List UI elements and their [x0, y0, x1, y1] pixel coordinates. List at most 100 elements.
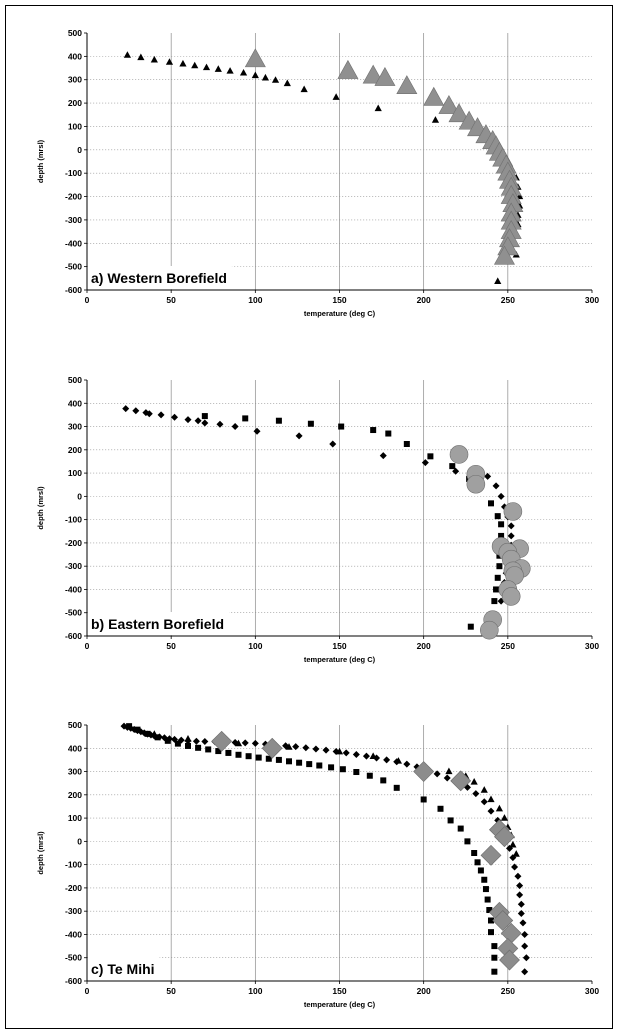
data-point-diamond — [251, 739, 259, 747]
y-tick-label: -200 — [65, 883, 82, 893]
data-point-square — [464, 838, 471, 845]
x-tick-label: 250 — [501, 986, 515, 996]
data-point-square — [328, 764, 335, 771]
data-point-diamond — [201, 419, 209, 427]
y-tick-label: -100 — [65, 515, 82, 525]
data-point-diamond — [379, 452, 387, 460]
data-point-circle — [480, 620, 499, 640]
data-point-triangle — [300, 85, 308, 93]
y-tick-label: -200 — [65, 538, 82, 548]
data-point-diamond — [507, 532, 515, 540]
y-tick-label: -400 — [65, 929, 82, 939]
data-point-triangle — [335, 747, 344, 755]
data-point-diamond — [492, 910, 514, 931]
data-point-diamond — [184, 416, 192, 424]
x-tick-label: 100 — [248, 641, 262, 651]
x-tick-label: 300 — [585, 986, 599, 996]
data-point-diamond — [352, 751, 360, 759]
data-point-square — [481, 876, 488, 883]
data-point-triangle — [179, 59, 187, 67]
y-axis-label: depth (mrsl) — [36, 486, 45, 530]
data-point-triangle — [285, 743, 293, 750]
data-point-square — [154, 734, 161, 741]
data-point-square — [484, 896, 491, 903]
y-tick-label: -600 — [65, 285, 82, 295]
data-point-square — [477, 867, 484, 874]
data-point-triangle — [226, 67, 234, 74]
data-point-triangle — [374, 66, 396, 86]
data-point-triangle — [137, 53, 145, 61]
data-point-triangle — [394, 757, 403, 764]
x-tick-label: 250 — [501, 295, 515, 305]
data-point-triangle — [337, 59, 359, 79]
data-point-triangle — [509, 840, 517, 848]
data-point-square — [385, 430, 392, 437]
data-point-square — [494, 574, 501, 581]
data-point-triangle — [494, 277, 502, 284]
data-point-square — [491, 943, 498, 950]
data-point-square — [245, 753, 252, 760]
y-tick-label: 300 — [68, 75, 82, 85]
x-tick-label: 100 — [248, 295, 262, 305]
data-point-triangle — [332, 93, 340, 100]
y-tick-label: 500 — [68, 375, 82, 385]
y-tick-label: -500 — [65, 953, 82, 963]
x-tick-label: 150 — [332, 641, 346, 651]
y-tick-label: -200 — [65, 192, 82, 202]
y-tick-label: 100 — [68, 121, 82, 131]
data-point-square — [488, 917, 494, 924]
data-point-square — [494, 513, 501, 520]
data-point-square — [420, 796, 427, 803]
data-point-square — [498, 532, 505, 539]
data-point-diamond — [413, 761, 435, 782]
data-point-square — [437, 805, 444, 812]
data-point-circle — [466, 474, 486, 494]
x-tick-label: 50 — [166, 641, 176, 651]
data-point-square — [471, 850, 478, 856]
x-tick-label: 50 — [166, 986, 176, 996]
data-point-square — [353, 769, 360, 776]
data-point-square — [491, 968, 498, 975]
x-tick-label: 250 — [501, 641, 515, 651]
series-3 — [126, 723, 498, 975]
y-tick-label: 0 — [77, 491, 82, 501]
y-tick-label: -400 — [65, 584, 82, 594]
y-tick-label: 400 — [68, 743, 82, 753]
y-tick-label: -600 — [65, 976, 82, 986]
y-tick-label: -100 — [65, 168, 82, 178]
x-axis-label: temperature (deg C) — [304, 1000, 376, 1009]
data-point-diamond — [487, 807, 495, 815]
data-point-triangle — [271, 76, 280, 83]
x-tick-label: 100 — [248, 986, 262, 996]
data-point-square — [255, 754, 262, 761]
data-point-diamond — [421, 459, 429, 467]
y-tick-label: 300 — [68, 422, 82, 432]
data-point-diamond — [521, 930, 529, 938]
data-point-diamond — [241, 739, 249, 747]
data-point-diamond — [522, 954, 530, 962]
y-tick-label: 400 — [68, 51, 82, 61]
data-point-triangle — [214, 65, 222, 72]
data-point-diamond — [157, 411, 165, 419]
x-tick-label: 300 — [585, 295, 599, 305]
panel-title: c) Te Mihi — [91, 961, 155, 977]
data-point-diamond — [201, 738, 209, 746]
data-point-triangle — [500, 814, 509, 821]
y-tick-label: 400 — [68, 398, 82, 408]
data-point-square — [457, 825, 464, 832]
data-point-diamond — [312, 745, 320, 753]
y-tick-label: -500 — [65, 608, 82, 618]
data-point-square — [164, 737, 171, 744]
data-point-square — [447, 817, 454, 824]
data-point-diamond — [452, 467, 460, 475]
data-point-square — [201, 413, 208, 420]
data-point-square — [339, 766, 346, 773]
data-point-triangle — [448, 103, 470, 123]
data-point-diamond — [519, 919, 527, 927]
data-point-diamond — [292, 743, 300, 751]
data-point-triangle — [191, 61, 199, 69]
data-point-diamond — [329, 440, 337, 448]
data-point-square — [338, 423, 345, 430]
data-point-square — [427, 453, 434, 460]
data-point-square — [380, 777, 387, 784]
